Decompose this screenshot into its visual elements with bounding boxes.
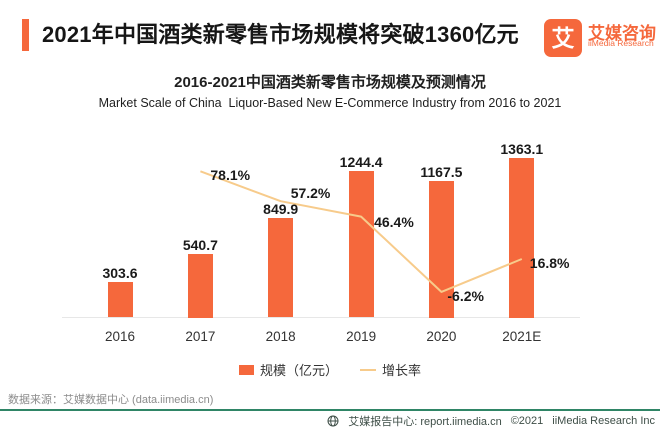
legend-bar-label: 规模（亿元） xyxy=(259,363,338,378)
bar-2016 xyxy=(107,281,133,318)
footer-report-center: 艾媒报告中心: report.iimedia.cn xyxy=(348,416,502,428)
growth-label-2019: 46.4% xyxy=(374,213,414,230)
legend-line-label: 增长率 xyxy=(382,363,422,378)
x-axis-label-2019: 2019 xyxy=(346,329,377,344)
bar-value-label-2018: 849.9 xyxy=(263,200,299,217)
bar-value-label-2019: 1244.4 xyxy=(339,154,383,171)
x-axis-line xyxy=(62,317,580,318)
chart-title: 2016-2021中国酒类新零售市场规模及预测情况 xyxy=(174,74,486,91)
legend-item-growth: 增长率 xyxy=(360,360,421,379)
bar-2021E xyxy=(509,157,535,318)
growth-label-2021E: 16.8% xyxy=(529,255,570,271)
bar-2018 xyxy=(268,217,294,318)
x-axis-label-2018: 2018 xyxy=(265,329,296,344)
bar-2019 xyxy=(348,171,374,318)
data-source-note: 数据来源：艾媒数据中心 (data.iimedia.cn) xyxy=(8,394,214,406)
chart-subtitle: Market Scale of China Liquor-Based New E… xyxy=(98,96,562,110)
bar-value-label-2017: 540.7 xyxy=(182,237,218,253)
x-axis-label-2021E: 2021E xyxy=(502,329,542,344)
imedia-logo-icon: 艾 xyxy=(544,19,582,57)
legend-item-scale: 规模（亿元） xyxy=(238,360,338,379)
page-title: 2021年中国酒类新零售市场规模将突破1360亿元 xyxy=(42,22,519,47)
x-axis-label-2020: 2020 xyxy=(426,329,457,344)
footer-divider xyxy=(0,409,660,411)
globe-icon xyxy=(327,415,339,427)
footer-bar: 艾媒报告中心: report.iimedia.cn ©2021 iiMedia … xyxy=(327,413,655,429)
footer-company: iiMedia Research Inc xyxy=(552,415,655,427)
legend-bar-swatch xyxy=(238,364,254,375)
legend-line-swatch xyxy=(360,368,376,371)
footer-copyright: ©2021 xyxy=(510,415,544,427)
chart-legend: 规模（亿元） 增长率 xyxy=(0,360,660,379)
x-axis-label-2017: 2017 xyxy=(185,329,216,344)
bar-value-label-2020: 1167.5 xyxy=(420,163,463,180)
growth-label-2017: 78.1% xyxy=(210,167,251,184)
x-axis-label-2016: 2016 xyxy=(104,329,136,344)
logo-name-cn: 艾媒咨询 xyxy=(588,24,656,43)
bar-value-label-2016: 303.6 xyxy=(102,264,138,281)
logo-mark: 艾 xyxy=(551,24,575,51)
bar-2017 xyxy=(187,254,213,318)
growth-label-2020: -6.2% xyxy=(447,287,484,304)
bar-value-label-2021E: 1363.1 xyxy=(500,140,544,157)
logo-name-en: iiMedia Research xyxy=(588,38,654,48)
header-accent-bar xyxy=(22,19,29,51)
growth-label-2018: 57.2% xyxy=(290,185,331,202)
